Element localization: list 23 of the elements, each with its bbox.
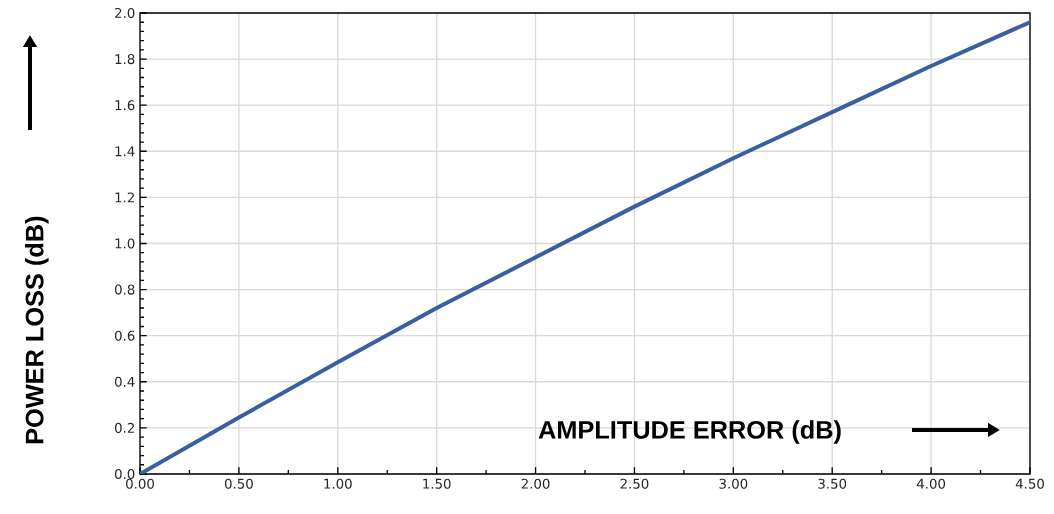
x-tick-label: 0.00: [126, 478, 154, 489]
y-tick-label: 0.6: [114, 330, 135, 341]
x-tick-label: 4.50: [1015, 478, 1044, 489]
y-tick-label: 0.0: [114, 468, 135, 480]
y-tick-label: 1.0: [115, 238, 135, 249]
y-tick-label: 0.8: [114, 284, 135, 295]
x-tick-label: 3.00: [719, 478, 748, 489]
x-tick-label: 1.00: [324, 478, 352, 489]
x-tick-label: 1.50: [423, 478, 451, 489]
x-axis-title: AMPLITUDE ERROR (dB): [538, 420, 841, 444]
y-tick-label: 0.4: [114, 376, 135, 387]
y-tick-label: 1.2: [115, 192, 134, 203]
y-axis-title: POWER LOSS (dB): [24, 216, 49, 444]
y-tick-label: 1.4: [115, 146, 135, 157]
y-tick-label: 0.2: [114, 422, 134, 433]
x-tick-label: 2.00: [521, 478, 550, 489]
x-tick-label: 4.00: [916, 478, 946, 489]
x-tick-label: 2.50: [620, 478, 649, 489]
y-tick-label: 1.6: [115, 100, 135, 111]
y-tick-label: 1.8: [115, 54, 135, 65]
x-tick-label: 0.50: [224, 478, 253, 489]
y-tick-label: 2.0: [115, 7, 135, 19]
x-tick-label: 3.50: [818, 478, 847, 489]
